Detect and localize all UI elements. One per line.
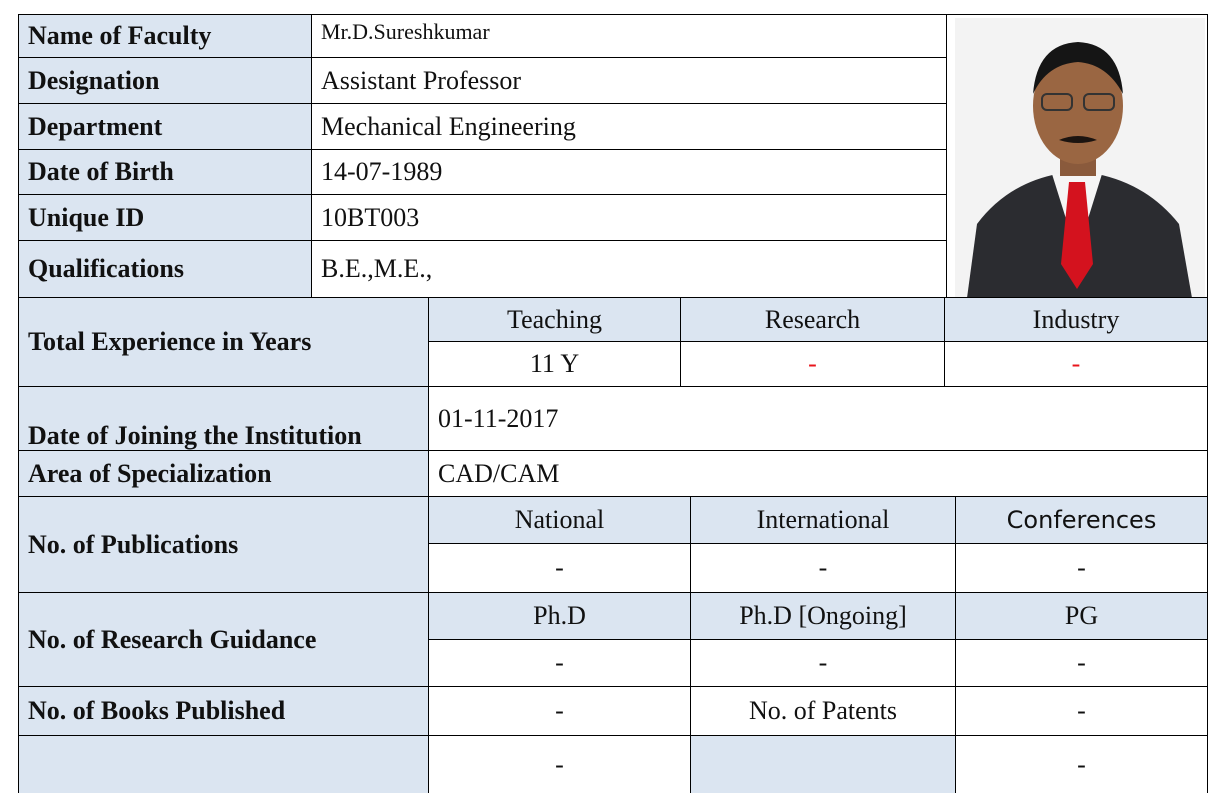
header: PG bbox=[955, 592, 1208, 640]
value: Mr.D.Sureshkumar bbox=[311, 14, 947, 58]
value: - bbox=[680, 341, 945, 387]
empty-cell bbox=[690, 735, 956, 793]
value: Mechanical Engineering bbox=[311, 103, 947, 150]
value: Assistant Professor bbox=[311, 57, 947, 104]
value: 01-11-2017 bbox=[428, 386, 1208, 451]
label: No. of Books Published bbox=[18, 686, 429, 736]
value: B.E.,M.E., bbox=[311, 240, 947, 298]
label: No. of Patents bbox=[690, 686, 956, 736]
value: 10BT003 bbox=[311, 194, 947, 241]
value: - bbox=[690, 543, 956, 593]
value: CAD/CAM bbox=[428, 450, 1208, 497]
value: - bbox=[428, 735, 691, 793]
value: - bbox=[428, 686, 691, 736]
value: 11 Y bbox=[428, 341, 681, 387]
header: Industry bbox=[944, 297, 1208, 342]
value: - bbox=[955, 735, 1208, 793]
value: - bbox=[955, 686, 1208, 736]
header: Conferences bbox=[955, 496, 1208, 544]
value: 14-07-1989 bbox=[311, 149, 947, 195]
value: - bbox=[690, 639, 956, 687]
label: Qualifications bbox=[18, 240, 313, 298]
header: Research bbox=[680, 297, 945, 342]
header: Ph.D bbox=[428, 592, 691, 640]
label: Total Experience in Years bbox=[18, 297, 429, 387]
value: - bbox=[955, 639, 1208, 687]
label: No. of Publications bbox=[18, 496, 429, 593]
photo bbox=[955, 18, 1205, 297]
label: Department bbox=[18, 103, 313, 150]
header: Teaching bbox=[428, 297, 681, 342]
value: - bbox=[944, 341, 1208, 387]
label: Unique ID bbox=[18, 194, 313, 241]
value: - bbox=[428, 639, 691, 687]
header: National bbox=[428, 496, 691, 544]
label: Designation bbox=[18, 57, 313, 104]
label: Name of Faculty bbox=[18, 14, 313, 58]
value: - bbox=[428, 543, 691, 593]
label: Date of Birth bbox=[18, 149, 313, 195]
label: No. of Research Guidance bbox=[18, 592, 429, 687]
label: Area of Specialization bbox=[18, 450, 429, 497]
empty-cell bbox=[18, 735, 429, 793]
label: Date of Joining the Institution bbox=[18, 386, 429, 451]
header: Ph.D [Ongoing] bbox=[690, 592, 956, 640]
value: - bbox=[955, 543, 1208, 593]
photo-cell bbox=[946, 14, 1208, 298]
header: International bbox=[690, 496, 956, 544]
